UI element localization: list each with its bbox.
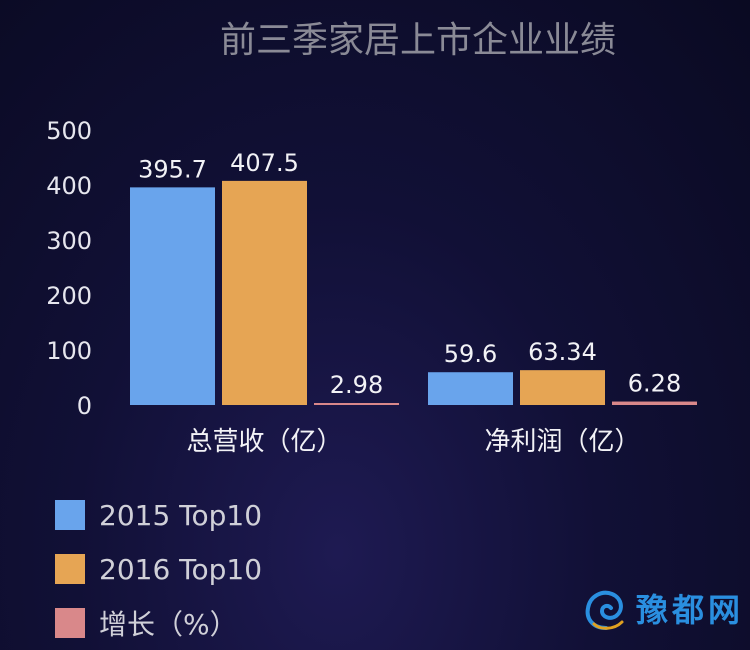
y-tick-label: 300	[46, 227, 92, 255]
x-axis: 总营收（亿） 净利润（亿）	[186, 427, 640, 457]
legend-item-2016: 2016 Top10	[55, 542, 262, 596]
y-tick-label: 500	[46, 117, 92, 145]
y-tick-label: 200	[46, 282, 92, 310]
legend-swatch-growth	[55, 608, 85, 638]
data-label: 407.5	[230, 149, 299, 177]
x-category-label: 总营收（亿）	[186, 427, 342, 457]
legend-label-2016: 2016 Top10	[99, 552, 263, 586]
data-label: 2.98	[330, 371, 383, 399]
bar-growth-0	[314, 403, 399, 405]
data-label: 63.34	[528, 338, 597, 366]
bar-2016-0	[222, 180, 307, 405]
y-axis: 0 100 200 300 400 500	[46, 117, 92, 420]
bar-2016-1	[520, 370, 605, 405]
chart-title: 前三季家居上市企业业绩	[220, 20, 616, 61]
value-labels-group: 395.7 407.5 2.98 59.6 63.34 6.28	[138, 149, 681, 399]
bar-2015-1	[428, 372, 513, 405]
legend-label-growth: 增长（%）	[99, 608, 238, 641]
legend-item-growth: 增长（%）	[55, 596, 262, 650]
data-label: 59.6	[444, 340, 497, 368]
legend-swatch-2015	[55, 500, 85, 530]
bar-growth-1	[612, 401, 697, 405]
legend-swatch-2016	[55, 554, 85, 584]
bar-2015-0	[130, 187, 215, 405]
legend-item-2015: 2015 Top10	[55, 488, 262, 542]
data-label: 395.7	[138, 155, 207, 183]
bars-group	[130, 180, 697, 405]
legend: 2015 Top10 2016 Top10 增长（%）	[55, 488, 262, 650]
y-tick-label: 400	[46, 172, 92, 200]
legend-label-2015: 2015 Top10	[99, 498, 263, 532]
y-tick-label: 100	[46, 337, 92, 365]
x-category-label: 净利润（亿）	[484, 427, 640, 457]
watermark: 豫都网	[582, 584, 744, 632]
watermark-text: 豫都网	[635, 591, 744, 629]
swirl-logo-icon	[585, 590, 624, 630]
y-tick-label: 0	[77, 392, 92, 420]
data-label: 6.28	[628, 370, 681, 398]
